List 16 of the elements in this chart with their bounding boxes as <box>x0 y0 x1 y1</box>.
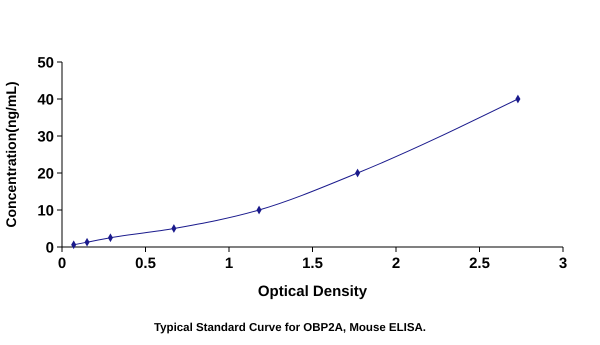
x-tick-label: 1.5 <box>302 255 323 272</box>
y-axis-title: Concentration(ng/mL) <box>3 81 19 228</box>
x-tick-label: 0 <box>58 255 66 272</box>
y-tick-label: 40 <box>37 91 54 108</box>
y-tick-label: 10 <box>37 202 54 220</box>
y-tick-label: 20 <box>37 165 54 182</box>
y-tick-label: 0 <box>46 239 54 256</box>
x-axis-title: Optical Density <box>258 283 368 300</box>
x-tick-label: 0.5 <box>135 255 156 272</box>
x-tick-label: 1 <box>224 255 234 272</box>
y-tick-label: 30 <box>37 128 54 146</box>
text: Typical Standard Curve for OBP2A, Mouse ELISA. <box>154 322 426 334</box>
x-tick-label: 3 <box>558 255 568 272</box>
x-tick-label: 2 <box>392 255 400 272</box>
x-tick-label: 2.5 <box>469 255 490 272</box>
y-tick-label: 50 <box>37 54 54 72</box>
